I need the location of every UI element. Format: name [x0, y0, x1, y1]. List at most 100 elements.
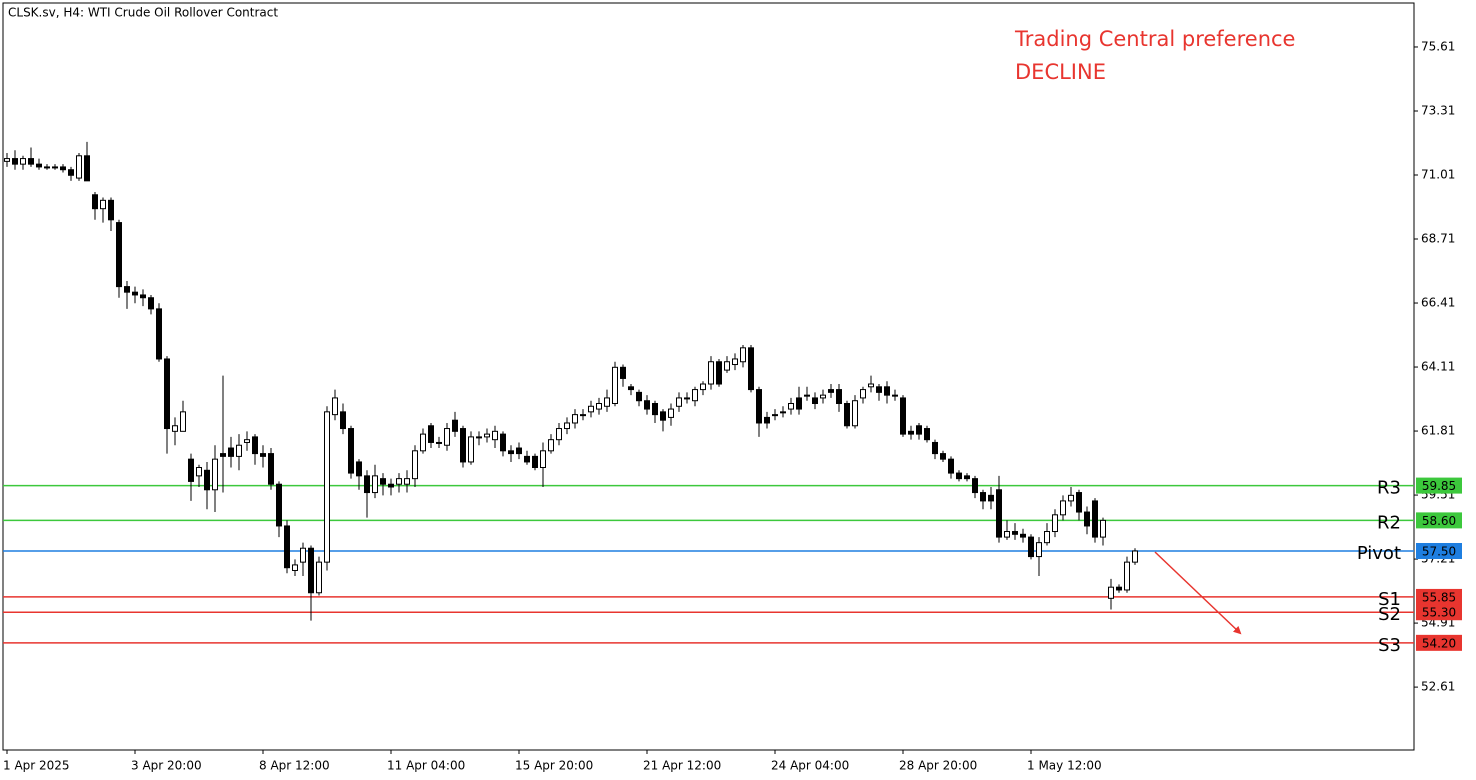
candle-body: [692, 389, 698, 402]
candle-body: [180, 411, 186, 432]
candle-body: [948, 458, 954, 474]
candle-body: [420, 433, 426, 452]
candle-body: [276, 483, 282, 527]
candle-body: [1036, 542, 1042, 558]
y-tick-label: 73.31: [1421, 103, 1455, 117]
candle-body: [156, 308, 162, 360]
candle-body: [876, 386, 882, 393]
candle-body: [164, 358, 170, 430]
candle-body: [868, 383, 874, 388]
candle-body: [900, 397, 906, 435]
candle-body: [4, 158, 10, 162]
candle-body: [964, 475, 970, 480]
candle-body: [540, 450, 546, 469]
candle-body: [756, 389, 762, 424]
candle-body: [516, 447, 522, 455]
level-price-box: [1416, 604, 1462, 621]
candle-body: [212, 458, 218, 491]
candle-body: [140, 294, 146, 299]
candle-body: [316, 561, 322, 594]
candle-body: [820, 394, 826, 399]
level-price-label: 54.20: [1422, 636, 1456, 650]
y-tick-label: 68.71: [1421, 232, 1455, 246]
candle-body: [812, 397, 818, 404]
candle-body: [1092, 500, 1098, 538]
candle-body: [884, 386, 890, 396]
candle-body: [836, 389, 842, 404]
candle-body: [124, 286, 130, 293]
candle-body: [452, 419, 458, 432]
candle-body: [444, 428, 450, 446]
candle-body: [1124, 561, 1130, 591]
x-tick-label: 1 Apr 2025: [3, 759, 70, 773]
candle-body: [1028, 536, 1034, 558]
candle-body: [1132, 550, 1138, 563]
candle-body: [348, 428, 354, 474]
candle-body: [892, 394, 898, 397]
x-tick-label: 8 Apr 12:00: [259, 759, 330, 773]
candle-body: [84, 155, 90, 182]
candle-body: [196, 467, 202, 477]
candle-body: [580, 414, 586, 417]
candle-body: [220, 453, 226, 457]
candle-body: [204, 469, 210, 491]
candle-body: [1100, 519, 1106, 538]
candle-body: [716, 361, 722, 385]
candle-body: [12, 158, 18, 165]
candle-body: [852, 400, 858, 427]
candle-body: [132, 291, 138, 296]
candle-body: [476, 436, 482, 439]
candle-body: [308, 547, 314, 594]
candle-body: [36, 163, 42, 168]
forecast-arrow: [1154, 551, 1242, 635]
candle-body: [1004, 531, 1010, 538]
candle-body: [508, 450, 514, 455]
candle-body: [988, 494, 994, 502]
candle-body: [300, 547, 306, 563]
candle-body: [636, 391, 642, 402]
candle-body: [268, 453, 274, 485]
candle-body: [332, 397, 338, 416]
level-name: R3: [1377, 478, 1401, 499]
candle-body: [100, 199, 106, 210]
candle-body: [788, 402, 794, 410]
candle-body: [940, 453, 946, 460]
x-tick-label: 1 May 12:00: [1027, 759, 1102, 773]
x-tick-label: 28 Apr 20:00: [899, 759, 977, 773]
candle-body: [284, 525, 290, 569]
y-tick-label: 61.81: [1421, 424, 1455, 438]
candle-body: [684, 397, 690, 400]
candle-body: [844, 402, 850, 427]
candle-body: [396, 478, 402, 485]
candle-body: [564, 422, 570, 430]
candle-body: [412, 450, 418, 480]
y-tick-label: 75.61: [1421, 39, 1455, 53]
candle-body: [908, 430, 914, 435]
candle-body: [492, 430, 498, 441]
candle-body: [404, 478, 410, 485]
candle-body: [764, 416, 770, 424]
candle-body: [972, 478, 978, 494]
candle-body: [572, 414, 578, 424]
level-price-label: 57.50: [1422, 545, 1456, 559]
candle-body: [860, 389, 866, 399]
candle-body: [780, 411, 786, 414]
candle-body: [500, 433, 506, 452]
level-price-label: 59.85: [1422, 479, 1456, 493]
candle-body: [556, 428, 562, 441]
candle-body: [52, 166, 58, 169]
candle-body: [772, 414, 778, 417]
annotation: DECLINE: [1015, 60, 1106, 84]
y-tick-label: 52.61: [1421, 680, 1455, 694]
level-price-box: [1416, 512, 1462, 529]
candle-body: [364, 475, 370, 494]
candle-body: [372, 475, 378, 494]
candle-body: [596, 402, 602, 410]
x-tick-label: 21 Apr 12:00: [643, 759, 721, 773]
level-price-box: [1416, 477, 1462, 494]
candle-body: [1116, 586, 1122, 591]
y-tick-label: 71.01: [1421, 167, 1455, 181]
level-price-box: [1416, 543, 1462, 560]
